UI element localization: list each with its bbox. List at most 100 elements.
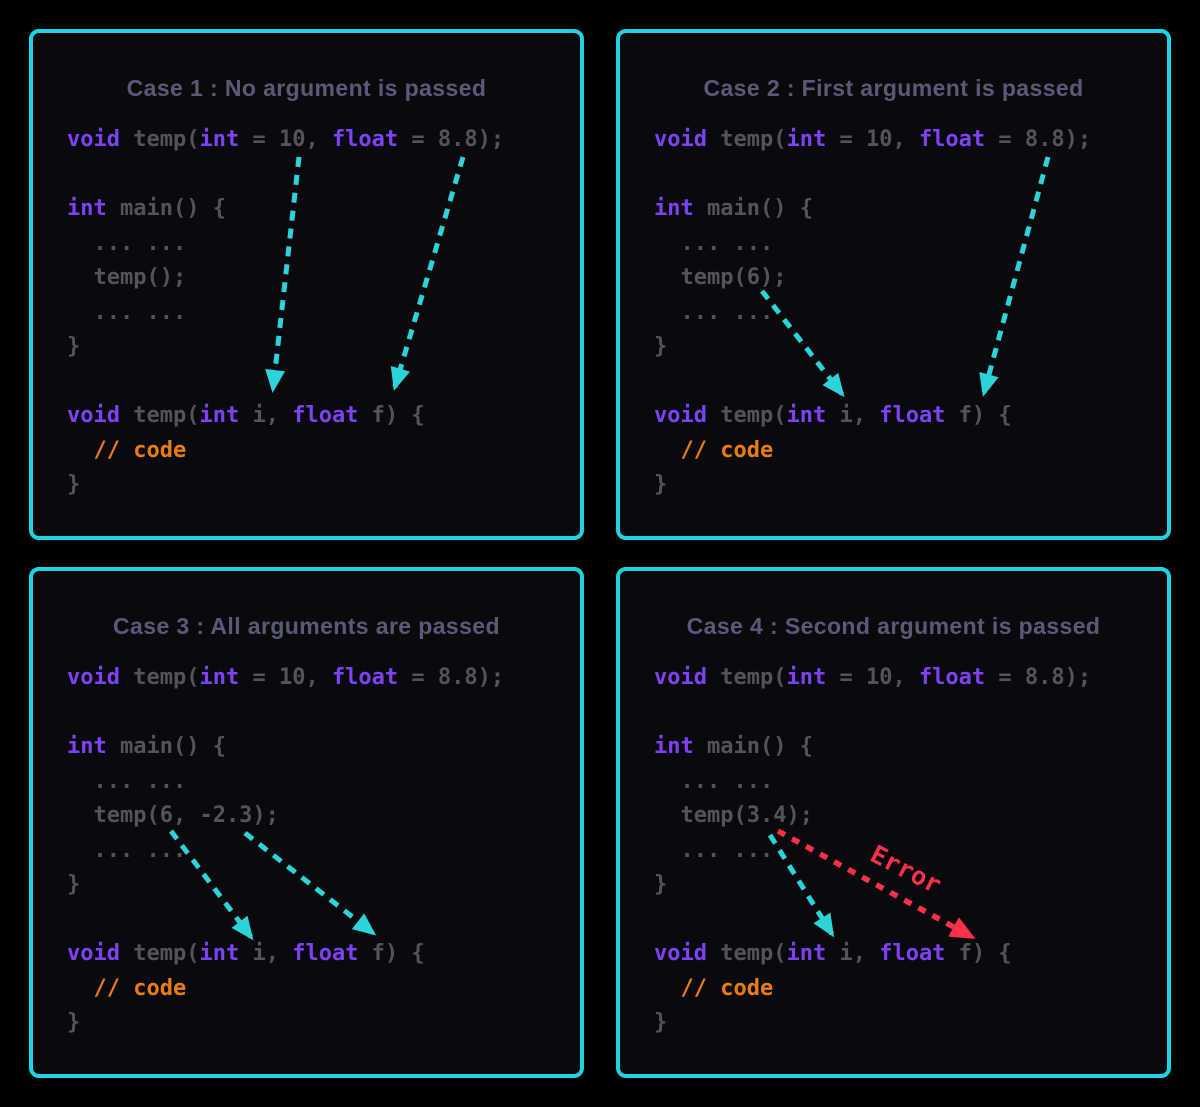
code-keyword: int [786,127,827,152]
code-line: ... ... [67,227,504,262]
code-text: temp( [119,403,200,428]
code-keyword: int [654,734,694,759]
code-text [654,976,681,1001]
code-text: = 10, [826,665,919,690]
code-block: void temp(int = 10, float = 8.8); int ma… [654,661,1091,1041]
code-block: void temp(int = 10, float = 8.8); int ma… [654,123,1091,503]
code-keyword: int [786,941,827,966]
code-text: f) { [945,403,1012,428]
code-line: int main() { [67,192,504,227]
code-text: i, [239,403,293,428]
code-keyword: int [786,665,827,690]
code-comment: // code [93,437,187,463]
code-text: temp( [119,941,200,966]
code-text: temp( [706,127,787,152]
code-text: } [67,472,81,497]
code-text: ... ... [67,230,187,256]
code-text: = 8.8); [398,127,505,152]
code-text: = 10, [239,127,332,152]
code-line: void temp(int = 10, float = 8.8); [654,123,1091,158]
code-line [67,696,504,731]
code-line [67,903,504,938]
code-keyword: int [199,665,240,690]
code-text: temp( [706,403,787,428]
code-keyword: float [918,127,986,152]
code-text: temp(); [67,265,187,290]
code-keyword: void [67,127,120,152]
code-text: } [654,334,668,359]
code-line: temp(3.4); [654,799,1091,834]
code-line: ... ... [67,296,504,331]
code-line: temp(6, -2.3); [67,799,504,834]
code-line: // code [654,972,1091,1007]
code-line: void temp(int = 10, float = 8.8); [654,661,1091,696]
code-text: = 8.8); [985,127,1092,152]
code-line: ... ... [654,834,1091,869]
code-text: ... ... [654,299,774,325]
code-text: i, [826,941,880,966]
panel-title: Case 1 : No argument is passed [126,75,487,101]
code-line: } [67,1006,504,1041]
code-text: } [67,1010,81,1035]
code-text: ... ... [654,230,774,256]
panel-case-3: Case 3 : All arguments are passed void t… [29,567,584,1078]
code-line: ... ... [654,227,1091,262]
code-text: } [654,1010,668,1035]
code-text: } [67,334,81,359]
code-text: ... ... [67,768,187,794]
code-keyword: void [654,127,707,152]
code-line: } [67,468,504,503]
code-keyword: int [199,127,240,152]
code-text: temp(3.4); [654,803,813,828]
code-keyword: void [67,665,120,690]
code-line [654,365,1091,400]
code-line: void temp(int i, float f) { [654,399,1091,434]
code-line: } [654,1006,1091,1041]
code-line: void temp(int = 10, float = 8.8); [67,661,504,696]
panel-title: Case 3 : All arguments are passed [113,613,500,639]
code-text [67,976,94,1001]
code-line: int main() { [67,730,504,765]
code-text [654,438,681,463]
code-line: int main() { [654,730,1091,765]
code-line [654,158,1091,193]
code-line: ... ... [654,296,1091,331]
code-line: void temp(int i, float f) { [67,937,504,972]
code-text: } [67,872,81,897]
code-text: ... ... [654,768,774,794]
code-keyword: int [654,196,694,221]
code-keyword: int [199,403,240,428]
code-line [67,158,504,193]
code-line: // code [654,434,1091,469]
code-keyword: int [199,941,240,966]
code-comment: // code [680,437,774,463]
code-line: void temp(int i, float f) { [67,399,504,434]
code-line: } [654,330,1091,365]
code-line: int main() { [654,192,1091,227]
code-keyword: float [292,403,359,428]
code-text: } [654,872,668,897]
code-text: i, [239,941,293,966]
code-text: temp( [119,665,200,690]
code-block: void temp(int = 10, float = 8.8); int ma… [67,123,504,503]
code-text: i, [826,403,880,428]
code-text: ... ... [67,837,187,863]
panel-case-1: Case 1 : No argument is passed void temp… [29,29,584,540]
code-keyword: float [331,665,399,690]
panel-title: Case 2 : First argument is passed [703,75,1084,101]
code-keyword: void [654,665,707,690]
code-keyword: int [67,196,107,221]
code-line: void temp(int = 10, float = 8.8); [67,123,504,158]
code-line [654,696,1091,731]
code-keyword: float [879,403,946,428]
code-keyword: float [292,941,359,966]
code-keyword: float [879,941,946,966]
code-text: ... ... [67,299,187,325]
code-text [67,438,94,463]
code-text: temp(6, -2.3); [67,803,279,828]
code-text: = 8.8); [398,665,505,690]
code-comment: // code [93,975,187,1001]
code-text: = 8.8); [985,665,1092,690]
code-line: ... ... [67,834,504,869]
